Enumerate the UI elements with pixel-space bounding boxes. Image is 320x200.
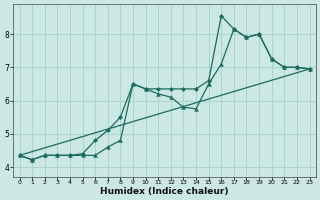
X-axis label: Humidex (Indice chaleur): Humidex (Indice chaleur) [100, 187, 229, 196]
